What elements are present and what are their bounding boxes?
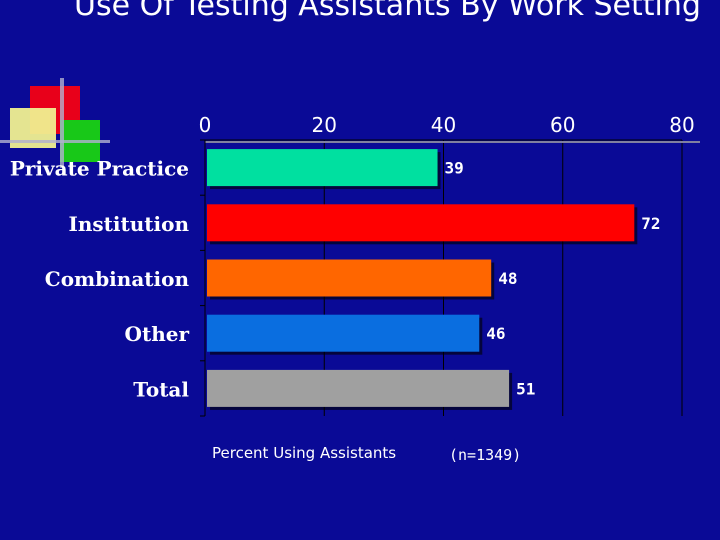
data-label: 46 [486,324,505,343]
x-tick-label: 80 [669,113,694,137]
category-label: Institution [69,212,190,236]
data-label: 39 [445,159,464,178]
sample-size-note: (n=1349) [449,446,522,464]
category-label: Private Practice [10,157,189,181]
data-label: 72 [641,214,660,233]
data-label: 51 [516,379,535,398]
bar [207,204,635,242]
x-axis-label: Percent Using Assistants [212,444,397,462]
category-label: Total [133,377,189,401]
data-label: 48 [498,269,517,288]
bar [207,259,492,297]
category-label: Combination [45,267,190,291]
x-tick-label: 0 [199,113,212,137]
x-tick-label: 40 [431,113,456,137]
decorative-squares-logo [0,78,110,168]
slide-title: Use Of Testing Assistants By Work Settin… [74,0,701,23]
x-tick-label: 20 [312,113,337,137]
x-tick-label: 60 [550,113,575,137]
bar [207,314,480,352]
bar [207,369,510,407]
bar [207,149,438,187]
category-label: Other [125,322,190,346]
